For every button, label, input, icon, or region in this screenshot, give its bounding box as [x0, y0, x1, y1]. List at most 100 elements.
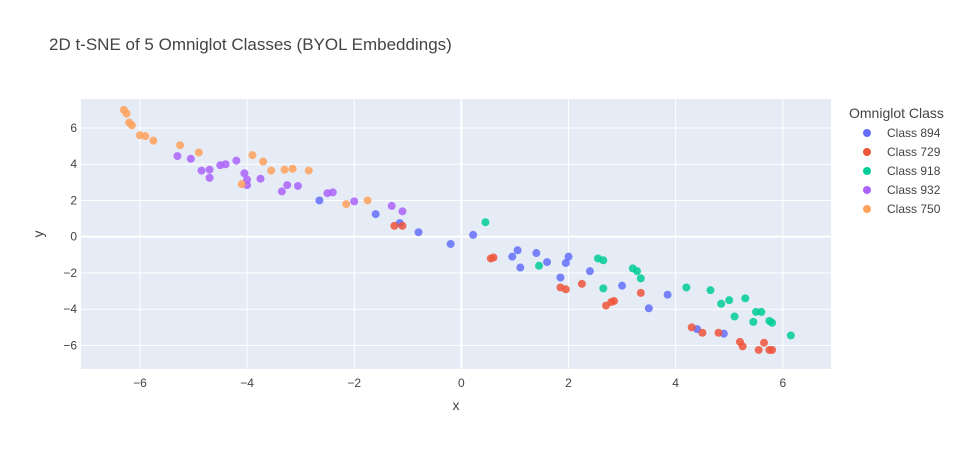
data-point[interactable]	[768, 345, 777, 354]
x-tick-label: −4	[240, 376, 254, 390]
legend-marker	[863, 205, 871, 213]
data-point[interactable]	[585, 267, 594, 276]
data-point[interactable]	[577, 279, 586, 288]
legend-item[interactable]: Class 894	[863, 126, 941, 140]
data-point[interactable]	[256, 174, 265, 183]
data-point[interactable]	[749, 317, 758, 326]
x-tick-label: 4	[672, 376, 679, 390]
data-point[interactable]	[535, 261, 544, 270]
data-point[interactable]	[561, 285, 570, 294]
data-point[interactable]	[618, 281, 627, 290]
data-point[interactable]	[328, 188, 337, 197]
data-point[interactable]	[194, 148, 203, 157]
data-point[interactable]	[304, 166, 313, 175]
data-point[interactable]	[176, 141, 185, 150]
data-point[interactable]	[371, 210, 380, 219]
data-point[interactable]	[232, 156, 241, 165]
data-point[interactable]	[248, 151, 257, 160]
legend-item[interactable]: Class 932	[863, 183, 941, 197]
data-point[interactable]	[387, 201, 396, 210]
y-tick-label: −6	[63, 338, 77, 352]
data-point[interactable]	[122, 109, 131, 118]
data-point[interactable]	[205, 173, 214, 182]
data-point[interactable]	[610, 297, 619, 306]
data-point[interactable]	[481, 218, 490, 227]
data-point[interactable]	[564, 252, 573, 261]
data-point[interactable]	[149, 136, 158, 145]
data-point[interactable]	[714, 328, 723, 337]
legend-label: Class 750	[887, 202, 941, 216]
x-axis-ticks: −6 −4 −2 0 2 4 6	[133, 376, 786, 390]
data-point[interactable]	[599, 284, 608, 293]
data-point[interactable]	[599, 256, 608, 265]
data-point[interactable]	[636, 288, 645, 297]
data-point[interactable]	[561, 258, 570, 267]
legend-item[interactable]: Class 729	[863, 145, 941, 159]
y-tick-label: 0	[70, 230, 77, 244]
data-point[interactable]	[197, 166, 206, 175]
data-point[interactable]	[760, 338, 769, 347]
data-point[interactable]	[240, 169, 249, 178]
data-point[interactable]	[513, 246, 522, 255]
data-point[interactable]	[350, 197, 359, 206]
data-point[interactable]	[633, 267, 642, 276]
data-point[interactable]	[543, 258, 552, 267]
data-point[interactable]	[414, 228, 423, 237]
data-point[interactable]	[489, 253, 498, 262]
data-point[interactable]	[342, 200, 351, 209]
legend-item[interactable]: Class 750	[863, 202, 941, 216]
data-point[interactable]	[508, 252, 517, 261]
series-class-750	[119, 105, 372, 209]
y-tick-label: −4	[63, 302, 77, 316]
data-point[interactable]	[532, 249, 541, 258]
legend-marker	[863, 186, 871, 194]
data-point[interactable]	[738, 342, 747, 351]
data-point[interactable]	[741, 294, 750, 303]
data-point[interactable]	[127, 121, 136, 130]
data-point[interactable]	[237, 180, 246, 189]
data-point[interactable]	[698, 328, 707, 337]
data-point[interactable]	[469, 230, 478, 239]
legend-marker	[863, 148, 871, 156]
data-point[interactable]	[663, 290, 672, 299]
data-point[interactable]	[516, 263, 525, 272]
x-tick-label: −6	[133, 376, 147, 390]
data-point[interactable]	[768, 318, 777, 327]
y-tick-label: 2	[70, 193, 77, 207]
data-point[interactable]	[277, 187, 286, 196]
data-point[interactable]	[173, 152, 182, 161]
data-point[interactable]	[283, 181, 292, 190]
data-point[interactable]	[315, 196, 324, 205]
data-point[interactable]	[390, 221, 399, 230]
x-tick-label: 2	[565, 376, 572, 390]
data-point[interactable]	[293, 181, 302, 190]
data-point[interactable]	[398, 207, 407, 216]
data-point[interactable]	[644, 304, 653, 313]
legend-item[interactable]: Class 918	[863, 164, 941, 178]
data-point[interactable]	[280, 165, 289, 174]
plot-area[interactable]	[81, 99, 831, 369]
data-point[interactable]	[682, 283, 691, 292]
data-point[interactable]	[636, 274, 645, 283]
data-point[interactable]	[706, 286, 715, 295]
data-point[interactable]	[288, 164, 297, 173]
data-point[interactable]	[754, 345, 763, 354]
data-point[interactable]	[363, 196, 372, 205]
data-point[interactable]	[141, 132, 150, 141]
data-point[interactable]	[786, 331, 795, 340]
data-point[interactable]	[730, 312, 739, 321]
data-point[interactable]	[221, 160, 230, 169]
data-point[interactable]	[186, 154, 195, 163]
series-class-932	[173, 152, 407, 216]
data-point[interactable]	[267, 166, 276, 175]
data-point[interactable]	[717, 299, 726, 308]
data-point[interactable]	[259, 157, 268, 166]
data-point[interactable]	[398, 221, 407, 230]
data-point[interactable]	[757, 307, 766, 316]
data-point[interactable]	[446, 239, 455, 248]
data-point[interactable]	[687, 323, 696, 332]
data-point[interactable]	[556, 273, 565, 282]
data-point[interactable]	[205, 165, 214, 174]
data-point[interactable]	[725, 296, 734, 305]
